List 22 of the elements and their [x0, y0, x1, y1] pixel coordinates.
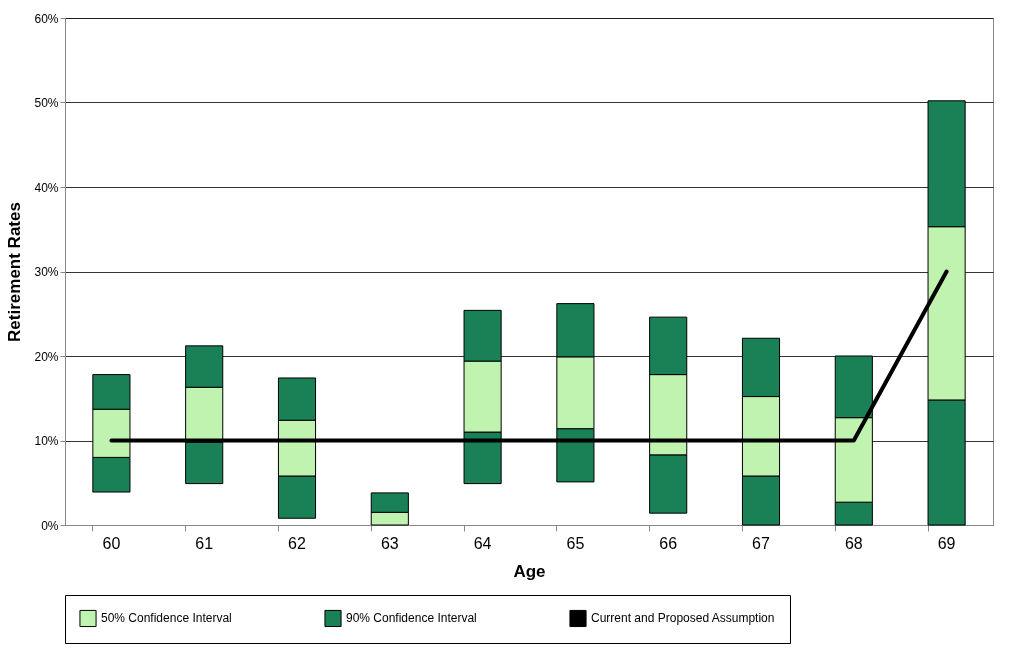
x-tick-label: 62 — [288, 534, 306, 552]
y-tick-label: 10% — [34, 434, 59, 448]
y-tick-label: 50% — [34, 96, 59, 110]
y-tick-label: 20% — [34, 349, 59, 364]
y-tick-label: 60% — [34, 11, 59, 26]
x-tick-label: 68 — [844, 534, 863, 552]
y-tick-label: 40% — [34, 180, 59, 195]
x-tick-label: 66 — [659, 534, 678, 552]
y-axis-title: Retirement Rates — [5, 202, 25, 342]
y-tick-label: 30% — [34, 265, 59, 279]
x-axis-title: Age — [513, 561, 546, 581]
legend-label: 50% Confidence Interval — [101, 611, 232, 626]
x-tick-label: 60 — [102, 534, 121, 552]
x-tick-label: 61 — [195, 534, 214, 552]
x-tick-label: 67 — [752, 534, 770, 552]
x-tick-label: 69 — [937, 534, 956, 552]
x-tick-label: 64 — [473, 534, 492, 552]
legend-label: Current and Proposed Assumption — [591, 611, 775, 626]
legend-label: 90% Confidence Interval — [346, 611, 477, 626]
x-tick-label: 63 — [380, 534, 399, 552]
y-tick-label: 0% — [41, 518, 59, 533]
x-tick-label: 65 — [566, 534, 585, 552]
